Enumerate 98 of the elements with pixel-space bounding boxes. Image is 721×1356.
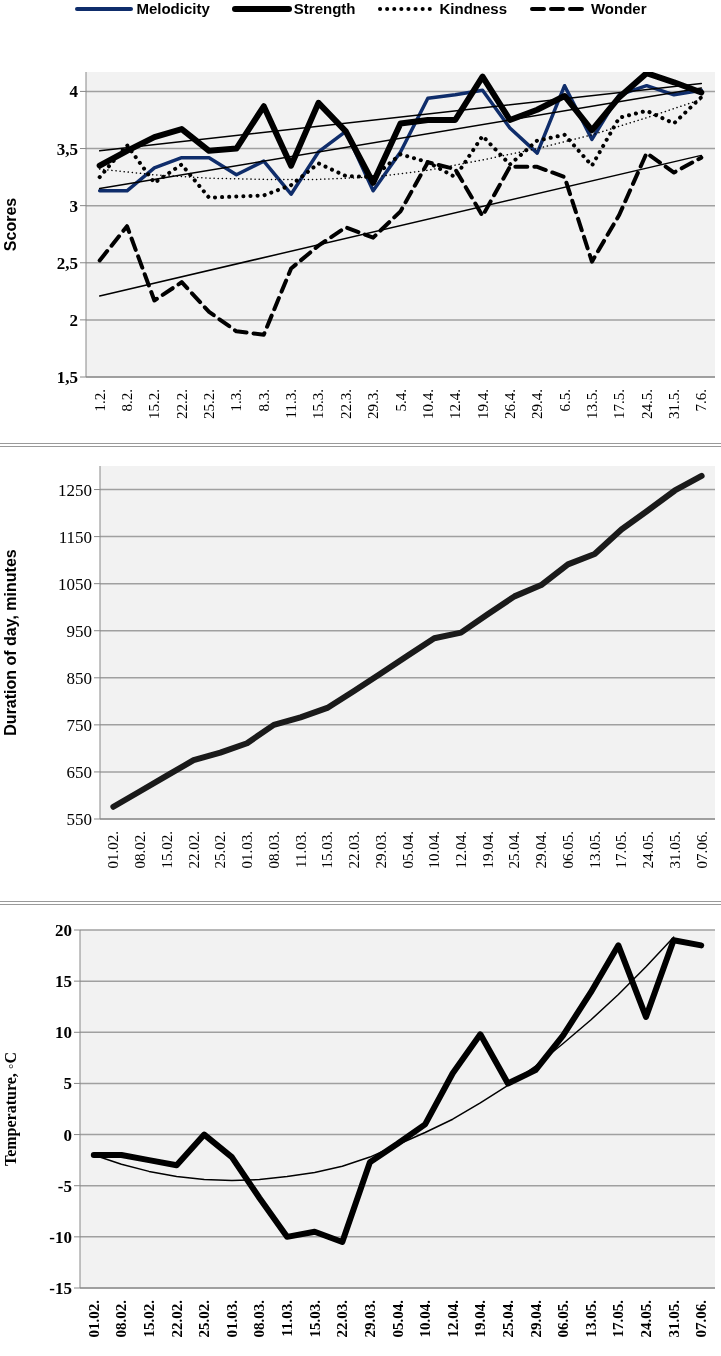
y-tick-label: 850 xyxy=(66,668,92,688)
x-tick-label: 12.04. xyxy=(444,1299,461,1338)
x-tick-label: 10.4. xyxy=(419,389,436,419)
x-tick-label: 25.04. xyxy=(499,1299,516,1338)
x-tick-label: 15.02. xyxy=(158,831,175,869)
y-tick-label: 1,5 xyxy=(56,368,78,388)
x-tick-label: 29.04. xyxy=(533,831,550,869)
x-tick-label: 6.5. xyxy=(556,389,573,412)
y-axis-title: Scores xyxy=(1,197,19,252)
x-tick-label: 07.06. xyxy=(693,1299,710,1338)
x-tick-label: 08.03. xyxy=(251,1299,268,1338)
x-tick-label: 10.04. xyxy=(426,831,443,869)
x-tick-label: 24.5. xyxy=(638,389,655,419)
x-tick-label: 5.4. xyxy=(392,389,409,412)
y-tick-label: 1050 xyxy=(58,574,92,594)
y-tick-label: 15 xyxy=(55,972,72,992)
x-tick-label: 22.02. xyxy=(185,831,202,869)
x-tick-label: 31.05. xyxy=(666,831,683,869)
x-tick-label: 08.02. xyxy=(113,1299,130,1338)
x-tick-label: 8.2. xyxy=(119,389,136,412)
y-tick-label: 2,5 xyxy=(56,253,78,273)
x-tick-label: 11.03. xyxy=(279,1299,296,1337)
x-tick-label: 17.5. xyxy=(611,389,628,419)
x-tick-label: 05.04. xyxy=(389,1299,406,1338)
x-tick-label: 13.05. xyxy=(582,1299,599,1338)
x-tick-label: 15.03. xyxy=(306,1299,323,1338)
x-tick-label: 17.05. xyxy=(610,1299,627,1338)
y-tick-label: 650 xyxy=(66,762,92,782)
x-tick-label: 1.3. xyxy=(228,389,245,412)
x-tick-label: 31.5. xyxy=(665,389,682,419)
x-tick-label: 15.03. xyxy=(319,831,336,869)
x-tick-label: 22.2. xyxy=(173,389,190,419)
x-tick-label: 22.3. xyxy=(337,389,354,419)
x-tick-label: 08.03. xyxy=(265,831,282,869)
x-tick-label: 15.2. xyxy=(146,389,163,419)
x-tick-label: 06.05. xyxy=(555,1299,572,1338)
x-tick-label: 8.3. xyxy=(255,389,272,412)
y-tick-label: 2 xyxy=(69,310,78,330)
legend-label: Wonder xyxy=(590,0,647,17)
x-tick-label: 25.2. xyxy=(201,389,218,419)
x-tick-label: 01.02. xyxy=(85,1299,102,1338)
x-tick-label: 05.04. xyxy=(399,831,416,869)
x-tick-label: 12.4. xyxy=(447,389,464,419)
y-tick-label: 5 xyxy=(63,1074,72,1094)
x-tick-label: 15.3. xyxy=(310,389,327,419)
y-tick-label: 4 xyxy=(69,82,79,102)
x-tick-label: 31.05. xyxy=(665,1299,682,1338)
y-tick-label: 750 xyxy=(66,715,92,735)
x-tick-label: 1.2. xyxy=(91,389,108,412)
x-tick-label: 07.06. xyxy=(693,831,710,869)
x-tick-label: 01.03. xyxy=(223,1299,240,1338)
y-tick-label: 3,5 xyxy=(56,139,78,159)
x-tick-label: 25.04. xyxy=(506,831,523,869)
x-tick-label: 29.03. xyxy=(361,1299,378,1338)
x-tick-label: 24.05. xyxy=(637,1299,654,1338)
y-tick-label: 10 xyxy=(55,1023,72,1043)
y-axis-title: Duration of day, minutes xyxy=(1,549,19,736)
x-tick-label: 01.02. xyxy=(105,831,122,869)
x-tick-label: 24.05. xyxy=(640,831,657,869)
y-tick-label: 1250 xyxy=(58,480,92,500)
x-tick-label: 11.3. xyxy=(283,389,300,419)
y-tick-label: 550 xyxy=(66,810,92,830)
x-tick-label: 22.02. xyxy=(168,1299,185,1338)
x-tick-label: 10.04. xyxy=(417,1299,434,1338)
x-tick-label: 19.04. xyxy=(472,1299,489,1338)
x-tick-label: 17.05. xyxy=(613,831,630,869)
x-tick-label: 25.02. xyxy=(212,831,229,869)
y-tick-label: -5 xyxy=(57,1176,72,1196)
legend-label: Melodicity xyxy=(135,0,210,17)
y-tick-label: 0 xyxy=(63,1125,72,1145)
x-tick-label: 19.04. xyxy=(479,831,496,869)
legend-label: Strength xyxy=(292,0,356,17)
x-tick-label: 08.02. xyxy=(132,831,149,869)
x-tick-label: 12.04. xyxy=(452,831,469,869)
y-axis-title: Temperature, ◦C xyxy=(1,1051,20,1167)
x-tick-label: 01.03. xyxy=(239,831,256,869)
x-tick-label: 29.3. xyxy=(365,389,382,419)
x-tick-label: 11.03. xyxy=(292,831,309,868)
y-tick-label: -10 xyxy=(49,1227,72,1247)
x-tick-label: 29.03. xyxy=(372,831,389,869)
x-tick-label: 19.4. xyxy=(474,389,491,419)
y-tick-label: 3 xyxy=(69,196,78,216)
x-tick-label: 13.5. xyxy=(583,389,600,419)
x-tick-label: 22.03. xyxy=(334,1299,351,1338)
x-tick-label: 25.02. xyxy=(196,1299,213,1338)
y-tick-label: 1150 xyxy=(58,527,92,547)
x-tick-label: 29.4. xyxy=(529,389,546,419)
legend-label: Kindness xyxy=(438,0,507,17)
y-tick-label: -15 xyxy=(49,1279,72,1299)
y-tick-label: 950 xyxy=(66,621,92,641)
x-tick-label: 7.6. xyxy=(693,389,710,412)
x-tick-label: 13.05. xyxy=(586,831,603,869)
x-tick-label: 15.02. xyxy=(141,1299,158,1338)
x-tick-label: 22.03. xyxy=(346,831,363,869)
x-tick-label: 29.04. xyxy=(527,1299,544,1338)
y-tick-label: 20 xyxy=(55,921,72,941)
x-tick-label: 06.05. xyxy=(559,831,576,869)
x-tick-label: 26.4. xyxy=(501,389,518,419)
